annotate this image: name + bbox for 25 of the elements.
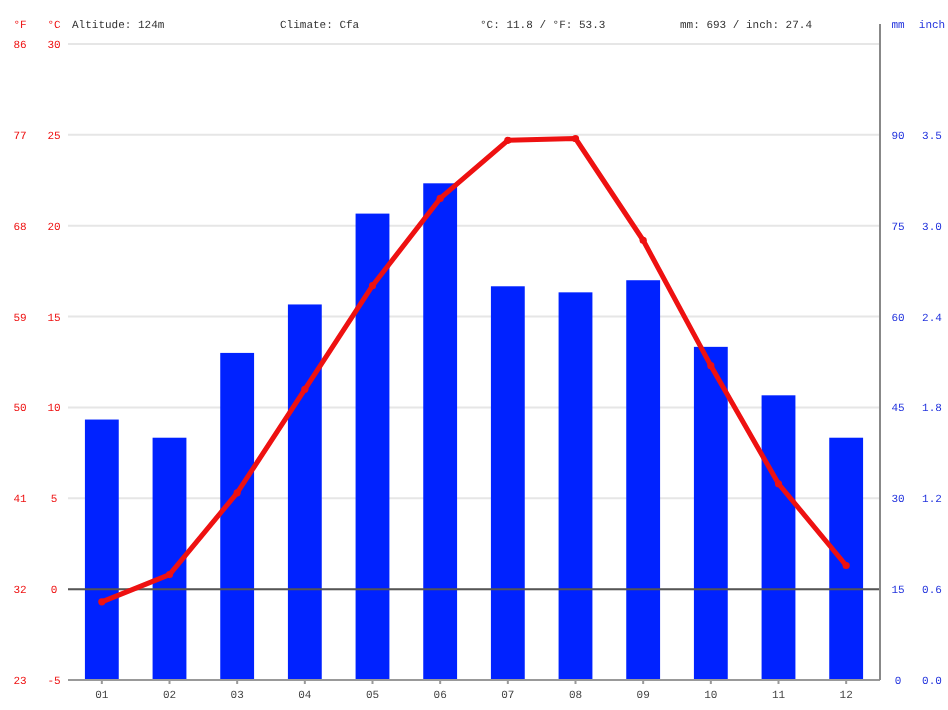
bar — [355, 213, 390, 680]
bar — [693, 346, 728, 680]
bar — [423, 183, 458, 680]
point — [504, 136, 512, 144]
bar — [626, 280, 661, 680]
point — [571, 134, 580, 143]
bar — [829, 437, 864, 680]
point — [774, 480, 783, 488]
point — [301, 385, 309, 393]
point — [233, 489, 241, 497]
bar — [220, 352, 255, 680]
point — [368, 282, 377, 290]
line-series — [98, 134, 850, 606]
point — [98, 598, 106, 606]
point — [165, 571, 174, 579]
bar — [761, 395, 796, 680]
bar — [152, 437, 187, 680]
point — [436, 194, 444, 203]
bar — [490, 286, 525, 680]
bar — [558, 292, 593, 680]
point — [842, 561, 850, 570]
bar — [84, 419, 119, 680]
point — [707, 362, 715, 370]
bar — [287, 304, 322, 680]
point — [639, 236, 647, 244]
